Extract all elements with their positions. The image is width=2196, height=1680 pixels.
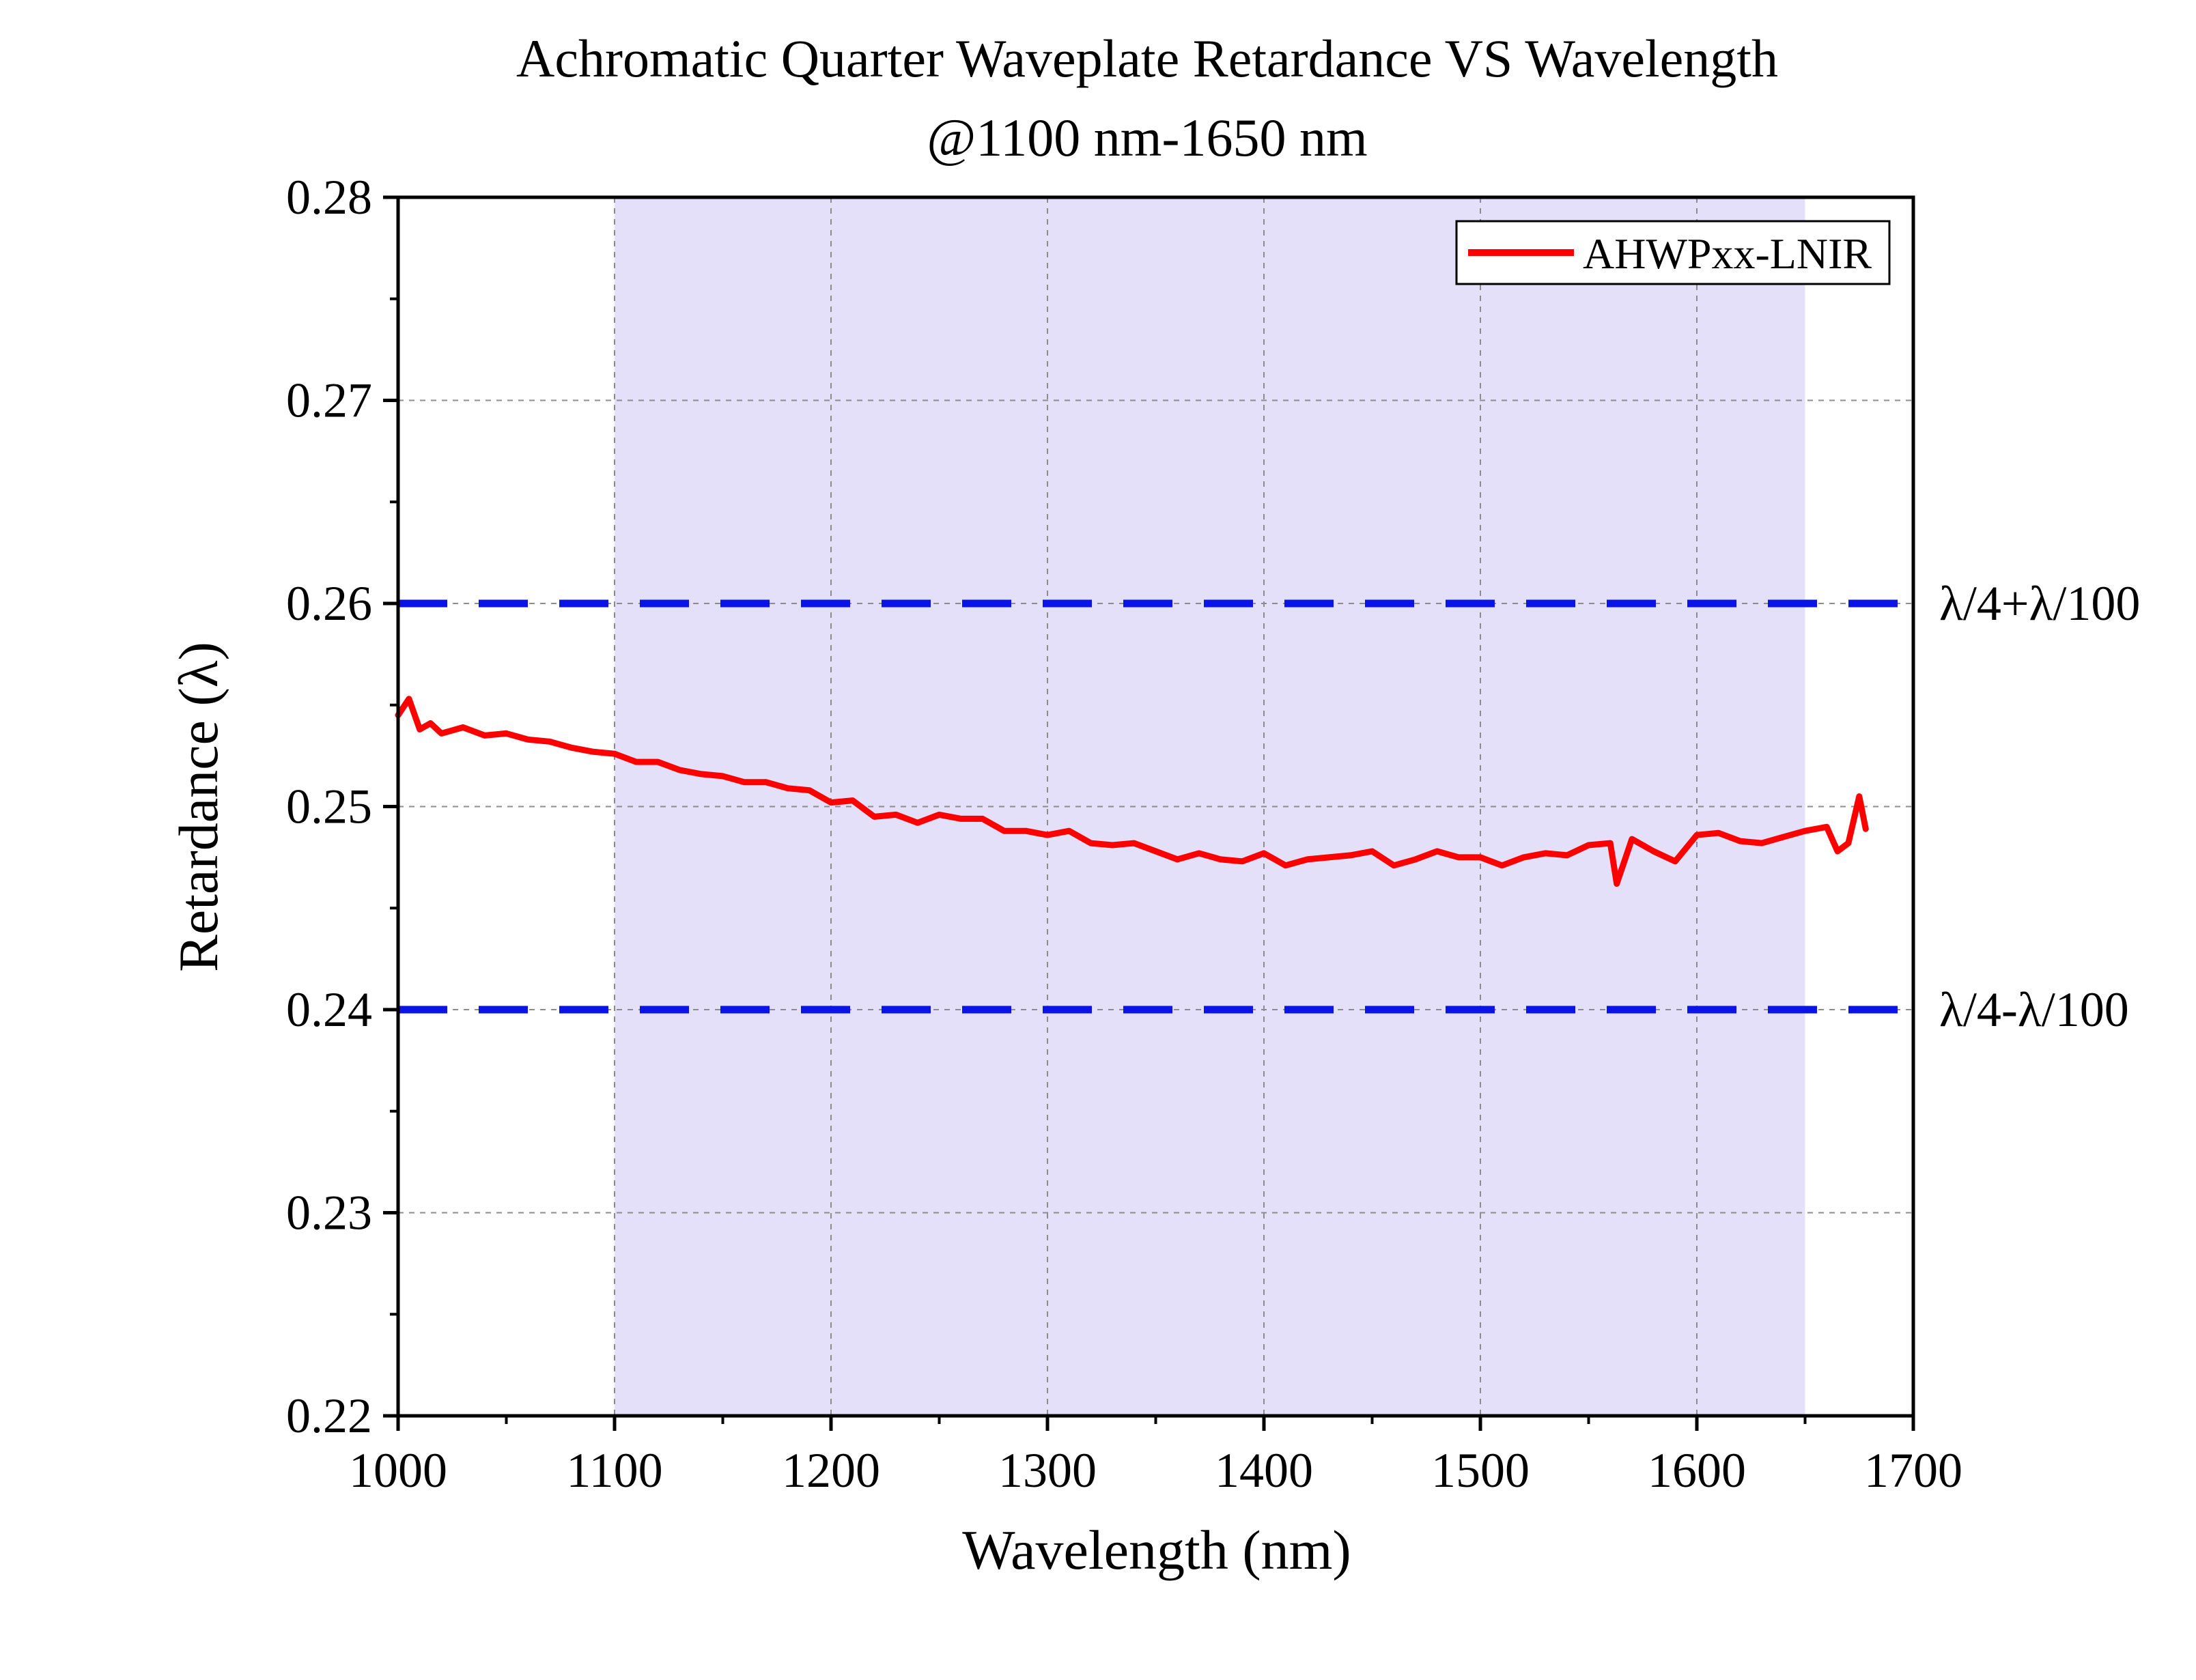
- x-tick-label: 1100: [566, 1443, 662, 1498]
- y-tick-label: 0.23: [286, 1186, 372, 1240]
- x-tick-label: 1700: [1864, 1443, 1962, 1498]
- chart-title: Achromatic Quarter Waveplate Retardance …: [516, 29, 1778, 88]
- reference-line-label: λ/4+λ/100: [1939, 576, 2140, 631]
- legend-label: AHWPxx-LNIR: [1583, 229, 1872, 278]
- y-tick-label: 0.28: [286, 170, 372, 225]
- x-tick-label: 1600: [1648, 1443, 1746, 1498]
- chart-subtitle: @1100 nm-1650 nm: [927, 108, 1367, 167]
- y-tick-label: 0.22: [286, 1389, 372, 1443]
- y-tick-label: 0.24: [286, 982, 372, 1037]
- x-tick-label: 1300: [998, 1443, 1097, 1498]
- y-tick-label: 0.26: [286, 576, 372, 631]
- x-tick-label: 1400: [1215, 1443, 1313, 1498]
- x-tick-label: 1200: [782, 1443, 880, 1498]
- reference-lines-layer: λ/4+λ/100 λ/4-λ/100: [398, 576, 2140, 1037]
- x-axis-label: Wavelength (nm): [962, 1519, 1351, 1581]
- reference-line-label: λ/4-λ/100: [1939, 982, 2129, 1037]
- x-tick-label: 1000: [349, 1443, 447, 1498]
- y-axis-label: Retardance (λ): [167, 642, 229, 972]
- x-tick-label: 1500: [1431, 1443, 1530, 1498]
- y-tick-label: 0.25: [286, 780, 372, 834]
- y-tick-label: 0.27: [286, 373, 372, 428]
- series-layer: [395, 696, 1869, 887]
- legend: AHWPxx-LNIR: [1455, 220, 1891, 285]
- ticks-layer: 1000 1100 1200 1300 1400 1500 1600 1700 0.22 0.23…: [286, 170, 1962, 1498]
- series-line: [395, 696, 1869, 887]
